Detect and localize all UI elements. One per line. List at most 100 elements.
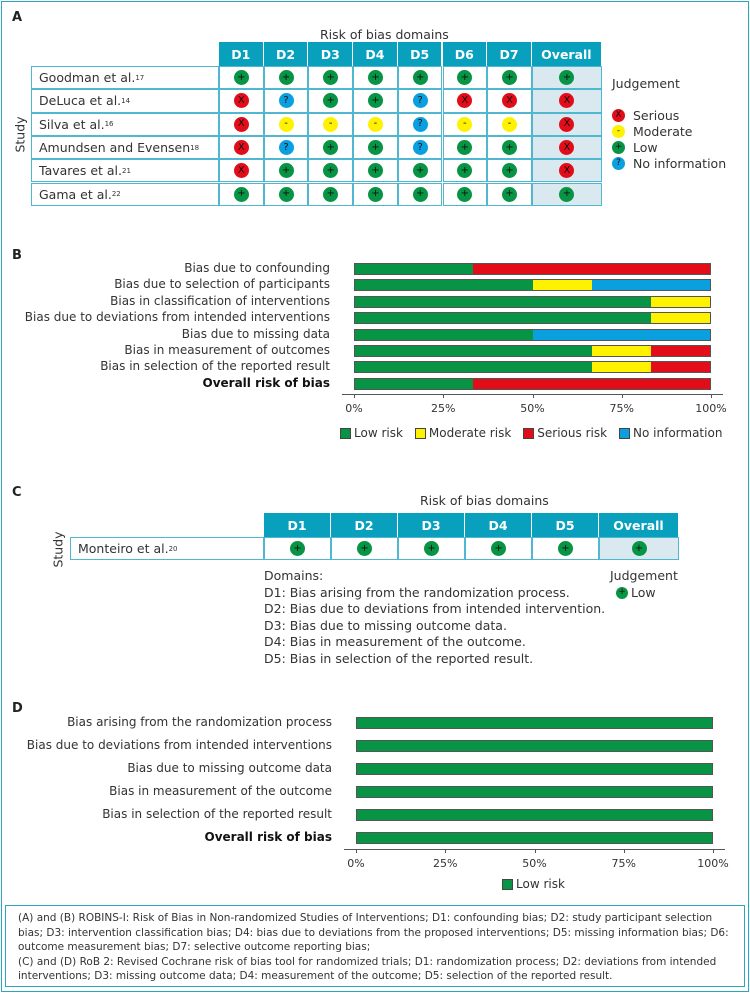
stacked-bar	[356, 717, 713, 729]
x-tick-label: 50%	[520, 402, 545, 415]
judgement-cell: +	[487, 182, 532, 206]
low-judgement-icon: +	[502, 140, 518, 156]
judgement-cell: +	[487, 66, 532, 90]
judgement-cell: X	[219, 159, 264, 183]
bar-segment-low	[355, 264, 474, 274]
x-tick-label: 0%	[345, 402, 363, 415]
category-label: Bias due to missing data	[181, 326, 330, 341]
judgement-cell: ?	[397, 112, 443, 136]
low-swatch	[502, 878, 513, 890]
bar-segment-low	[357, 810, 712, 820]
low-judgement-icon: +	[278, 70, 294, 86]
category-label: Bias in selection of the reported result	[100, 359, 330, 374]
domain-description: D2: Bias due to deviations from intended…	[264, 601, 606, 616]
study-name: Goodman et al. 17	[31, 66, 219, 90]
low-judgement-icon: +	[424, 541, 439, 556]
judgement-cell: X	[531, 89, 602, 113]
study-reference: 22	[111, 190, 121, 199]
panel-a-title: Risk of bias domains	[320, 27, 449, 42]
stacked-bar	[354, 312, 711, 325]
serious-judgement-icon: X	[559, 163, 575, 179]
low-judgement-icon: +	[233, 186, 249, 202]
bar-segment-low	[355, 329, 533, 340]
low-judgement-icon: +	[357, 541, 372, 556]
category-label: Bias in measurement of outcomes	[124, 343, 330, 357]
moderate-judgement-icon: -	[457, 116, 473, 132]
judgement-cell: +	[398, 537, 465, 560]
stacked-bar	[356, 832, 713, 844]
bar-segment-low	[357, 718, 712, 728]
bar-segment-moderate	[591, 362, 652, 373]
study-name: Gama et al. 22	[31, 182, 219, 206]
low-judgement-icon: +	[290, 541, 305, 556]
category-label: Bias due to missing outcome data	[127, 761, 332, 775]
bar-segment-low	[355, 362, 592, 373]
judgement-cell: +	[308, 89, 354, 113]
low-judgement-icon: +	[457, 163, 473, 179]
judgement-cell: +	[219, 66, 264, 90]
study-name: Silva et al. 16	[31, 112, 219, 136]
x-axis-tick	[443, 394, 445, 398]
judgement-cell: -	[263, 112, 309, 136]
serious-judgement-icon: X	[612, 109, 625, 122]
low-judgement-icon: +	[412, 186, 428, 202]
low-judgement-icon: +	[457, 186, 473, 202]
judgement-cell: X	[442, 89, 488, 113]
domain-header: D3	[398, 513, 465, 537]
bar-segment-low	[355, 346, 592, 356]
bar-segment-no-information	[532, 329, 710, 340]
judgement-cell: +	[531, 66, 602, 90]
low-judgement-icon: +	[412, 70, 428, 86]
serious-judgement-icon: X	[233, 163, 249, 179]
domain-header: D3	[308, 42, 354, 66]
judgement-cell: +	[308, 66, 354, 90]
stacked-bar	[354, 377, 711, 390]
footnote-rob2: (C) and (D) RoB 2: Revised Cochrane risk…	[18, 955, 717, 983]
domain-header: D2	[263, 42, 309, 66]
judgement-cell: +	[465, 537, 532, 560]
panel-c-title: Risk of bias domains	[420, 493, 549, 508]
judgement-cell: X	[531, 135, 602, 160]
panel-a-legend-title: Judgement	[612, 76, 680, 91]
judgement-cell: +	[308, 182, 354, 206]
bar-segment-low	[357, 741, 712, 751]
judgement-cell: +	[308, 159, 354, 183]
low-judgement-icon: +	[278, 163, 294, 179]
judgement-cell: +	[263, 159, 309, 183]
serious-judgement-icon: X	[457, 93, 473, 109]
category-label: Bias due to selection of participants	[114, 277, 330, 292]
legend-label: Low risk	[516, 877, 565, 891]
bar-segment-low	[357, 833, 712, 843]
moderate-judgement-icon: -	[367, 116, 383, 132]
judgement-cell: +	[532, 537, 599, 560]
low-judgement-icon: +	[491, 541, 506, 556]
judgement-cell: X	[219, 135, 264, 160]
study-name: Monteiro et al. 20	[70, 537, 264, 560]
bar-segment-serious	[651, 346, 711, 356]
low-judgement-icon: +	[323, 140, 339, 156]
bar-segment-low	[355, 313, 651, 324]
bar-segment-no-information	[591, 280, 710, 291]
no-information-swatch	[619, 427, 631, 439]
low-judgement-icon: +	[367, 140, 383, 156]
low-judgement-icon: +	[367, 186, 383, 202]
judgement-cell: +	[263, 182, 309, 206]
low-judgement-icon: +	[233, 70, 249, 86]
serious-judgement-icon: X	[559, 140, 575, 156]
judgement-cell: ?	[397, 89, 443, 113]
no-information-judgement-icon: ?	[278, 140, 294, 156]
judgement-cell: ?	[263, 135, 309, 160]
legend-label: No information	[633, 156, 727, 171]
category-label: Bias due to deviations from intended int…	[26, 738, 332, 752]
judgement-cell: +	[599, 537, 679, 560]
x-tick-label: 50%	[522, 857, 547, 870]
serious-judgement-icon: X	[233, 140, 249, 156]
low-judgement-icon: +	[323, 163, 339, 179]
stacked-bar	[354, 361, 711, 374]
moderate-judgement-icon: -	[612, 125, 625, 138]
domain-description: D3: Bias due to missing outcome data.	[264, 617, 507, 633]
low-judgement-icon: +	[558, 541, 573, 556]
judgement-cell: +	[442, 66, 488, 90]
low-judgement-icon: +	[367, 163, 383, 179]
study-reference: 20	[168, 544, 178, 553]
